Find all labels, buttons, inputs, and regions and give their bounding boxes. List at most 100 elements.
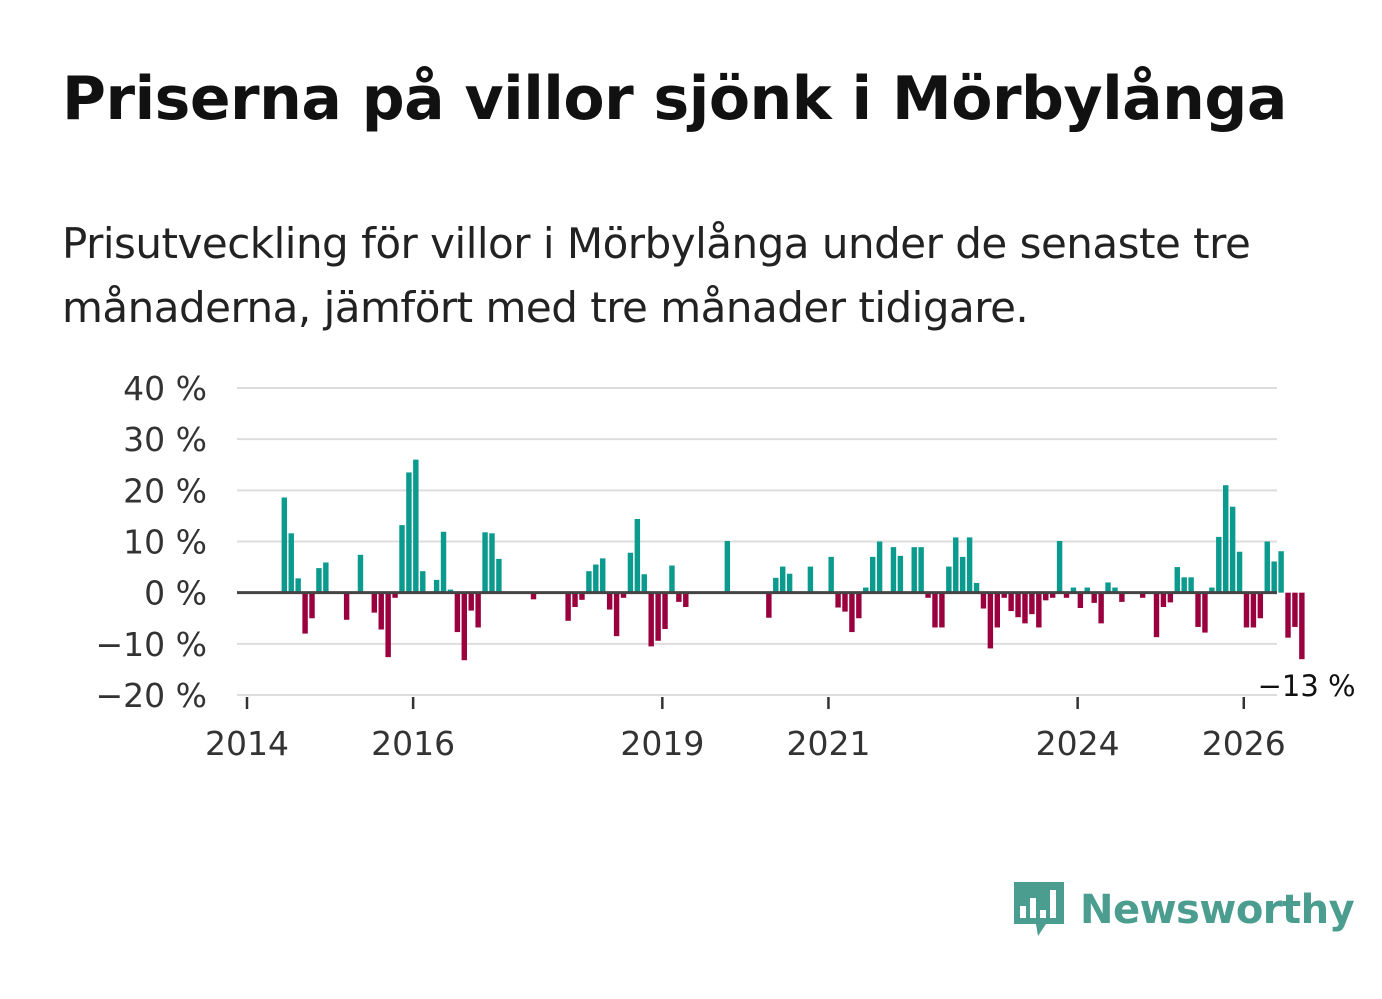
- bar: [392, 592, 398, 598]
- bar: [994, 592, 1001, 628]
- bar: [669, 565, 675, 593]
- bar: [1084, 587, 1090, 593]
- bar: [440, 531, 447, 593]
- bar: [1036, 592, 1042, 628]
- bar: [1216, 536, 1222, 593]
- bar: [842, 592, 848, 612]
- bar: [1209, 587, 1215, 593]
- bar: [959, 556, 966, 593]
- y-tick-label: 30 %: [123, 420, 207, 459]
- bar: [634, 518, 641, 593]
- bar: [890, 547, 897, 593]
- bar: [343, 592, 350, 620]
- bar: [482, 532, 488, 593]
- bar: [662, 592, 668, 629]
- bar: [530, 592, 537, 600]
- y-tick-label: −10 %: [96, 625, 208, 664]
- bar: [918, 547, 924, 593]
- bar: [281, 497, 288, 593]
- bar: [953, 537, 959, 593]
- bar: [447, 589, 454, 593]
- bar: [433, 579, 440, 593]
- bar: [779, 566, 786, 593]
- bar: [371, 592, 378, 613]
- bar: [1188, 577, 1194, 593]
- bar: [966, 537, 973, 593]
- bar: [828, 556, 834, 593]
- bar: [399, 525, 405, 593]
- bar: [357, 554, 364, 593]
- bar: [288, 533, 294, 593]
- bar: [807, 566, 814, 593]
- bar: [420, 571, 426, 593]
- newsworthy-logo-icon: [1014, 882, 1064, 936]
- bar: [946, 566, 952, 593]
- bar: [1043, 592, 1049, 601]
- bar: [1119, 592, 1125, 602]
- bar: [406, 472, 412, 593]
- bar: [724, 540, 731, 593]
- bar: [489, 533, 495, 593]
- bar: [572, 592, 578, 607]
- bar: [302, 592, 308, 634]
- bar: [1139, 592, 1146, 598]
- bar: [1070, 587, 1077, 593]
- bar: [849, 592, 855, 633]
- bar: [295, 578, 301, 593]
- bar: [1271, 561, 1277, 593]
- bar: [932, 592, 938, 628]
- chart-title: Priserna på villor sjönk i Mörbylånga: [62, 64, 1287, 134]
- bar: [579, 592, 585, 600]
- bar: [655, 592, 661, 641]
- bar: [323, 562, 329, 593]
- bar: [593, 564, 599, 593]
- bar: [911, 547, 917, 593]
- bar: [1278, 551, 1284, 593]
- bar: [773, 577, 779, 593]
- bar: [454, 592, 461, 633]
- x-tick-label: 2019: [620, 724, 704, 763]
- y-tick-label: 40 %: [123, 369, 207, 408]
- bar: [1299, 592, 1305, 660]
- bar: [1250, 592, 1257, 628]
- bar: [856, 592, 862, 619]
- bar: [1049, 592, 1056, 598]
- bar: [1264, 541, 1270, 593]
- bar: [627, 552, 634, 593]
- x-tick-label: 2021: [786, 724, 870, 763]
- bar: [1015, 592, 1021, 618]
- bar: [620, 592, 627, 598]
- bar: [1153, 592, 1160, 638]
- bar: [1001, 592, 1007, 598]
- bar: [1077, 592, 1084, 609]
- x-tick-label: 2014: [205, 724, 289, 763]
- y-tick-label: 0 %: [144, 574, 207, 613]
- bar: [897, 555, 904, 593]
- bar: [676, 592, 682, 602]
- bar: [475, 592, 481, 628]
- bar: [606, 592, 613, 610]
- bar: [1292, 592, 1298, 627]
- bar: [1029, 592, 1035, 615]
- bar: [413, 459, 419, 593]
- bar: [863, 587, 869, 593]
- bar: [1160, 592, 1167, 607]
- bar: [1008, 592, 1014, 612]
- bar: [939, 592, 945, 628]
- bar: [586, 571, 592, 593]
- bar: [876, 541, 883, 593]
- bar: [316, 568, 322, 593]
- bar: [1243, 592, 1250, 628]
- last-value-label: −13 %: [1258, 669, 1356, 703]
- bar: [1098, 592, 1104, 624]
- bar: [461, 592, 468, 661]
- bar: [565, 592, 571, 621]
- bar: [309, 592, 315, 619]
- bar: [1112, 587, 1118, 593]
- chart-subtitle: Prisutveckling för villor i Mörbylånga u…: [62, 219, 1251, 332]
- bar: [980, 592, 987, 609]
- bar: [1236, 551, 1243, 593]
- bar: [648, 592, 654, 647]
- bar: [1056, 540, 1063, 593]
